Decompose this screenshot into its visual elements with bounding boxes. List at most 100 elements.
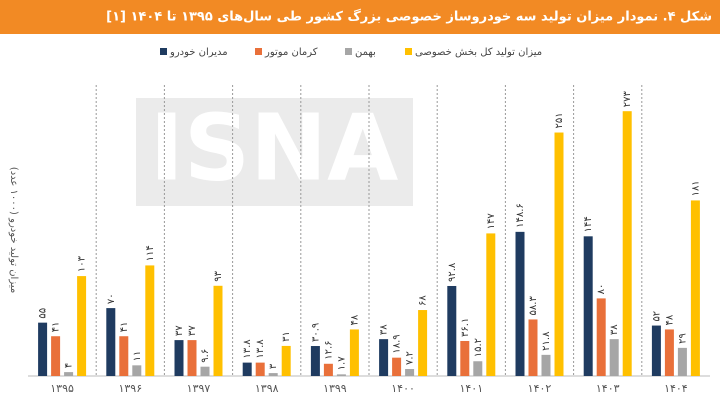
legend-label: کرمان موتور <box>264 47 318 58</box>
legend-label: میزان تولید کل بخش خصوصی <box>415 47 542 58</box>
bar <box>690 200 700 376</box>
value-label: ۱۵.۲ <box>473 338 484 357</box>
legend-label: بهمن <box>355 47 376 58</box>
bar <box>242 362 252 376</box>
value-label: ۲۹ <box>677 333 688 344</box>
value-label: ۳۸ <box>379 324 390 335</box>
legend-swatch <box>405 48 412 55</box>
x-tick-label: ۱۴۰۰ <box>391 382 415 395</box>
bar <box>106 308 116 376</box>
value-label: ۴ <box>64 363 75 368</box>
bar <box>460 340 470 376</box>
watermark-box <box>136 98 413 206</box>
value-label: ۱۴۴ <box>583 216 594 232</box>
value-label: ۳۸ <box>609 324 620 335</box>
x-tick-label: ۱۳۹۹ <box>323 382 347 395</box>
value-label: ۱۲.۶ <box>323 340 334 359</box>
bar <box>38 322 48 376</box>
value-label: ۸۰ <box>596 284 607 295</box>
legend-swatch <box>160 48 167 55</box>
legend-swatch <box>345 48 352 55</box>
bar <box>119 336 129 376</box>
bar <box>541 354 551 376</box>
value-label: ۹۳ <box>213 270 224 281</box>
bar <box>323 363 333 376</box>
bar <box>473 361 483 376</box>
bar <box>418 310 428 376</box>
bar <box>310 346 320 376</box>
value-label: ۴۱ <box>119 321 130 332</box>
value-label: ۴۸ <box>349 314 360 325</box>
x-tick-label: ۱۴۰۳ <box>596 382 620 395</box>
value-label: ۹۲.۸ <box>447 262 458 282</box>
bar <box>528 319 538 376</box>
bar <box>677 347 687 376</box>
value-label: ۵۲ <box>651 311 662 322</box>
chart-title: شکل ۴. نمودار میزان تولید سه خودروساز خص… <box>106 8 712 25</box>
value-label: ۱۰۳ <box>77 255 88 272</box>
x-tick-label: ۱۳۹۷ <box>187 382 211 395</box>
bar <box>174 340 184 376</box>
bar <box>664 329 674 376</box>
value-label: ۲۵۱ <box>554 112 565 128</box>
value-label: ۳۶.۱ <box>460 318 471 337</box>
value-label: ۱۸۱ <box>690 180 701 196</box>
legend-swatch <box>255 48 262 55</box>
value-label: ۱۴۸.۶ <box>515 203 526 228</box>
bar <box>651 325 661 376</box>
bar <box>200 366 210 376</box>
bar <box>77 276 87 376</box>
bar <box>349 329 359 376</box>
x-tick-label: ۱۴۰۴ <box>664 382 688 395</box>
value-label: ۱۱ <box>132 351 143 362</box>
value-label: ۳۷ <box>174 325 185 336</box>
bar <box>187 340 197 376</box>
value-label: ۳۷ <box>187 325 198 336</box>
value-label: ۱۴۷ <box>486 213 497 230</box>
bar <box>392 357 402 376</box>
x-tick-label: ۱۳۹۵ <box>50 382 74 395</box>
bar <box>145 265 155 376</box>
x-tick-label: ۱۳۹۸ <box>255 382 279 395</box>
value-label: ۲۷۳ <box>622 90 633 107</box>
bar <box>281 345 291 376</box>
x-tick-label: ۱۴۰۲ <box>528 382 552 395</box>
y-axis-label: میزان تولید خودرو (۱۰۰۰ عدد) <box>8 167 19 293</box>
bar <box>268 373 278 376</box>
bar <box>255 362 265 376</box>
watermark: ISNA <box>150 94 399 201</box>
bar <box>64 372 74 376</box>
bar <box>447 285 457 376</box>
bar <box>486 233 496 376</box>
bar <box>379 339 389 376</box>
value-label: ۴۱ <box>51 321 62 332</box>
value-label: ۷.۲ <box>405 351 416 365</box>
value-label: ۴۸ <box>664 314 675 325</box>
bar <box>583 236 593 376</box>
legend-label: مدیران خودرو <box>169 47 228 58</box>
bar <box>336 374 346 376</box>
value-label: ۶۸ <box>418 295 429 306</box>
value-label: ۱۱۴ <box>145 245 156 261</box>
bar <box>213 285 223 376</box>
value-label: ۲۱.۸ <box>541 331 552 351</box>
value-label: ۷۰ <box>106 293 117 304</box>
value-label: ۱.۷ <box>336 356 347 371</box>
bar <box>405 369 415 376</box>
value-label: ۱۳.۸ <box>242 339 253 359</box>
bar <box>132 365 142 376</box>
value-label: ۱۸.۹ <box>392 334 403 353</box>
value-label: ۳۱ <box>281 331 292 342</box>
value-label: ۳۰.۹ <box>310 323 321 342</box>
value-label: ۱۳.۸ <box>255 339 266 359</box>
value-label: ۵۵ <box>38 308 49 319</box>
value-label: ۵۸.۳ <box>528 296 539 316</box>
header-band <box>0 0 720 34</box>
value-label: ۳ <box>268 363 279 369</box>
bar <box>515 231 525 376</box>
x-tick-label: ۱۴۰۱ <box>459 382 483 395</box>
bar <box>609 339 619 376</box>
bar <box>622 111 632 376</box>
bar <box>51 336 61 376</box>
